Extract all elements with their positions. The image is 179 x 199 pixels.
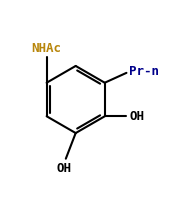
Text: Pr-n: Pr-n	[129, 65, 159, 78]
Text: NHAc: NHAc	[32, 42, 62, 55]
Text: OH: OH	[56, 162, 71, 175]
Text: OH: OH	[129, 110, 144, 123]
